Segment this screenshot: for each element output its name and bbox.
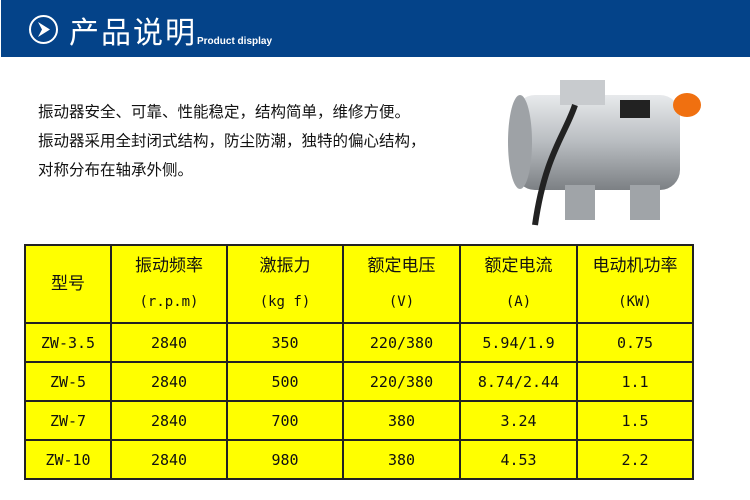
column-header: 电动机功率 (KW) (576, 244, 694, 324)
cell: 8.74/2.44 (459, 361, 578, 402)
column-header: 振动频率 (r.p.m) (110, 244, 228, 324)
column-header: 额定电压 (V) (342, 244, 461, 324)
page-title: 产品说明 (69, 16, 197, 51)
column-header: 激振力 (kg f) (226, 244, 344, 324)
cell: 0.75 (576, 322, 694, 363)
cell: 4.53 (459, 439, 578, 480)
table-row: ZW-5 2840 500 220/380 8.74/2.44 1.1 (24, 361, 694, 402)
description: 振动器安全、可靠、性能稳定，结构简单，维修方便。 振动器采用全封闭式结构，防尘防… (38, 98, 426, 185)
description-line: 振动器采用全封闭式结构，防尘防潮，独特的偏心结构， (38, 132, 426, 150)
table-row: ZW-10 2840 980 380 4.53 2.2 (24, 439, 694, 480)
table-row: ZW-7 2840 700 380 3.24 1.5 (24, 400, 694, 441)
cell: 5.94/1.9 (459, 322, 578, 363)
cell: 350 (226, 322, 344, 363)
cell: 220/380 (342, 361, 461, 402)
column-header: 型号 (24, 244, 112, 324)
page-subtitle: Product display (197, 36, 273, 47)
cell: 3.24 (459, 400, 578, 441)
cell: 2840 (110, 439, 228, 480)
vibrator-motor-image (508, 80, 701, 226)
description-line: 对称分布在轴承外侧。 (38, 161, 194, 179)
table-row: ZW-3.5 2840 350 220/380 5.94/1.9 0.75 (24, 322, 694, 363)
cell: 980 (226, 439, 344, 480)
cell: ZW-10 (24, 439, 112, 480)
cell: ZW-7 (24, 400, 112, 441)
cell: 1.1 (576, 361, 694, 402)
description-line: 振动器安全、可靠、性能稳定，结构简单，维修方便。 (38, 103, 411, 121)
cell: 700 (226, 400, 344, 441)
cell: 380 (342, 439, 461, 480)
cell: ZW-5 (24, 361, 112, 402)
cell: 2.2 (576, 439, 694, 480)
column-header: 额定电流 (A) (459, 244, 578, 324)
cell: 2840 (110, 400, 228, 441)
cell: 1.5 (576, 400, 694, 441)
chevron-right-circle-icon (29, 15, 58, 44)
cell: 380 (342, 400, 461, 441)
spec-table: 型号 振动频率 (r.p.m) 激振力 (kg f) 额定电压 (V) 额定电流 (A)… (24, 244, 694, 480)
cell: 220/380 (342, 322, 461, 363)
cell: ZW-3.5 (24, 322, 112, 363)
cell: 2840 (110, 322, 228, 363)
cell: 500 (226, 361, 344, 402)
header-banner: 产品说明 Product display (1, 0, 750, 57)
cell: 2840 (110, 361, 228, 402)
table-header-row: 型号 振动频率 (r.p.m) 激振力 (kg f) 额定电压 (V) 额定电流 (A)… (24, 244, 694, 324)
